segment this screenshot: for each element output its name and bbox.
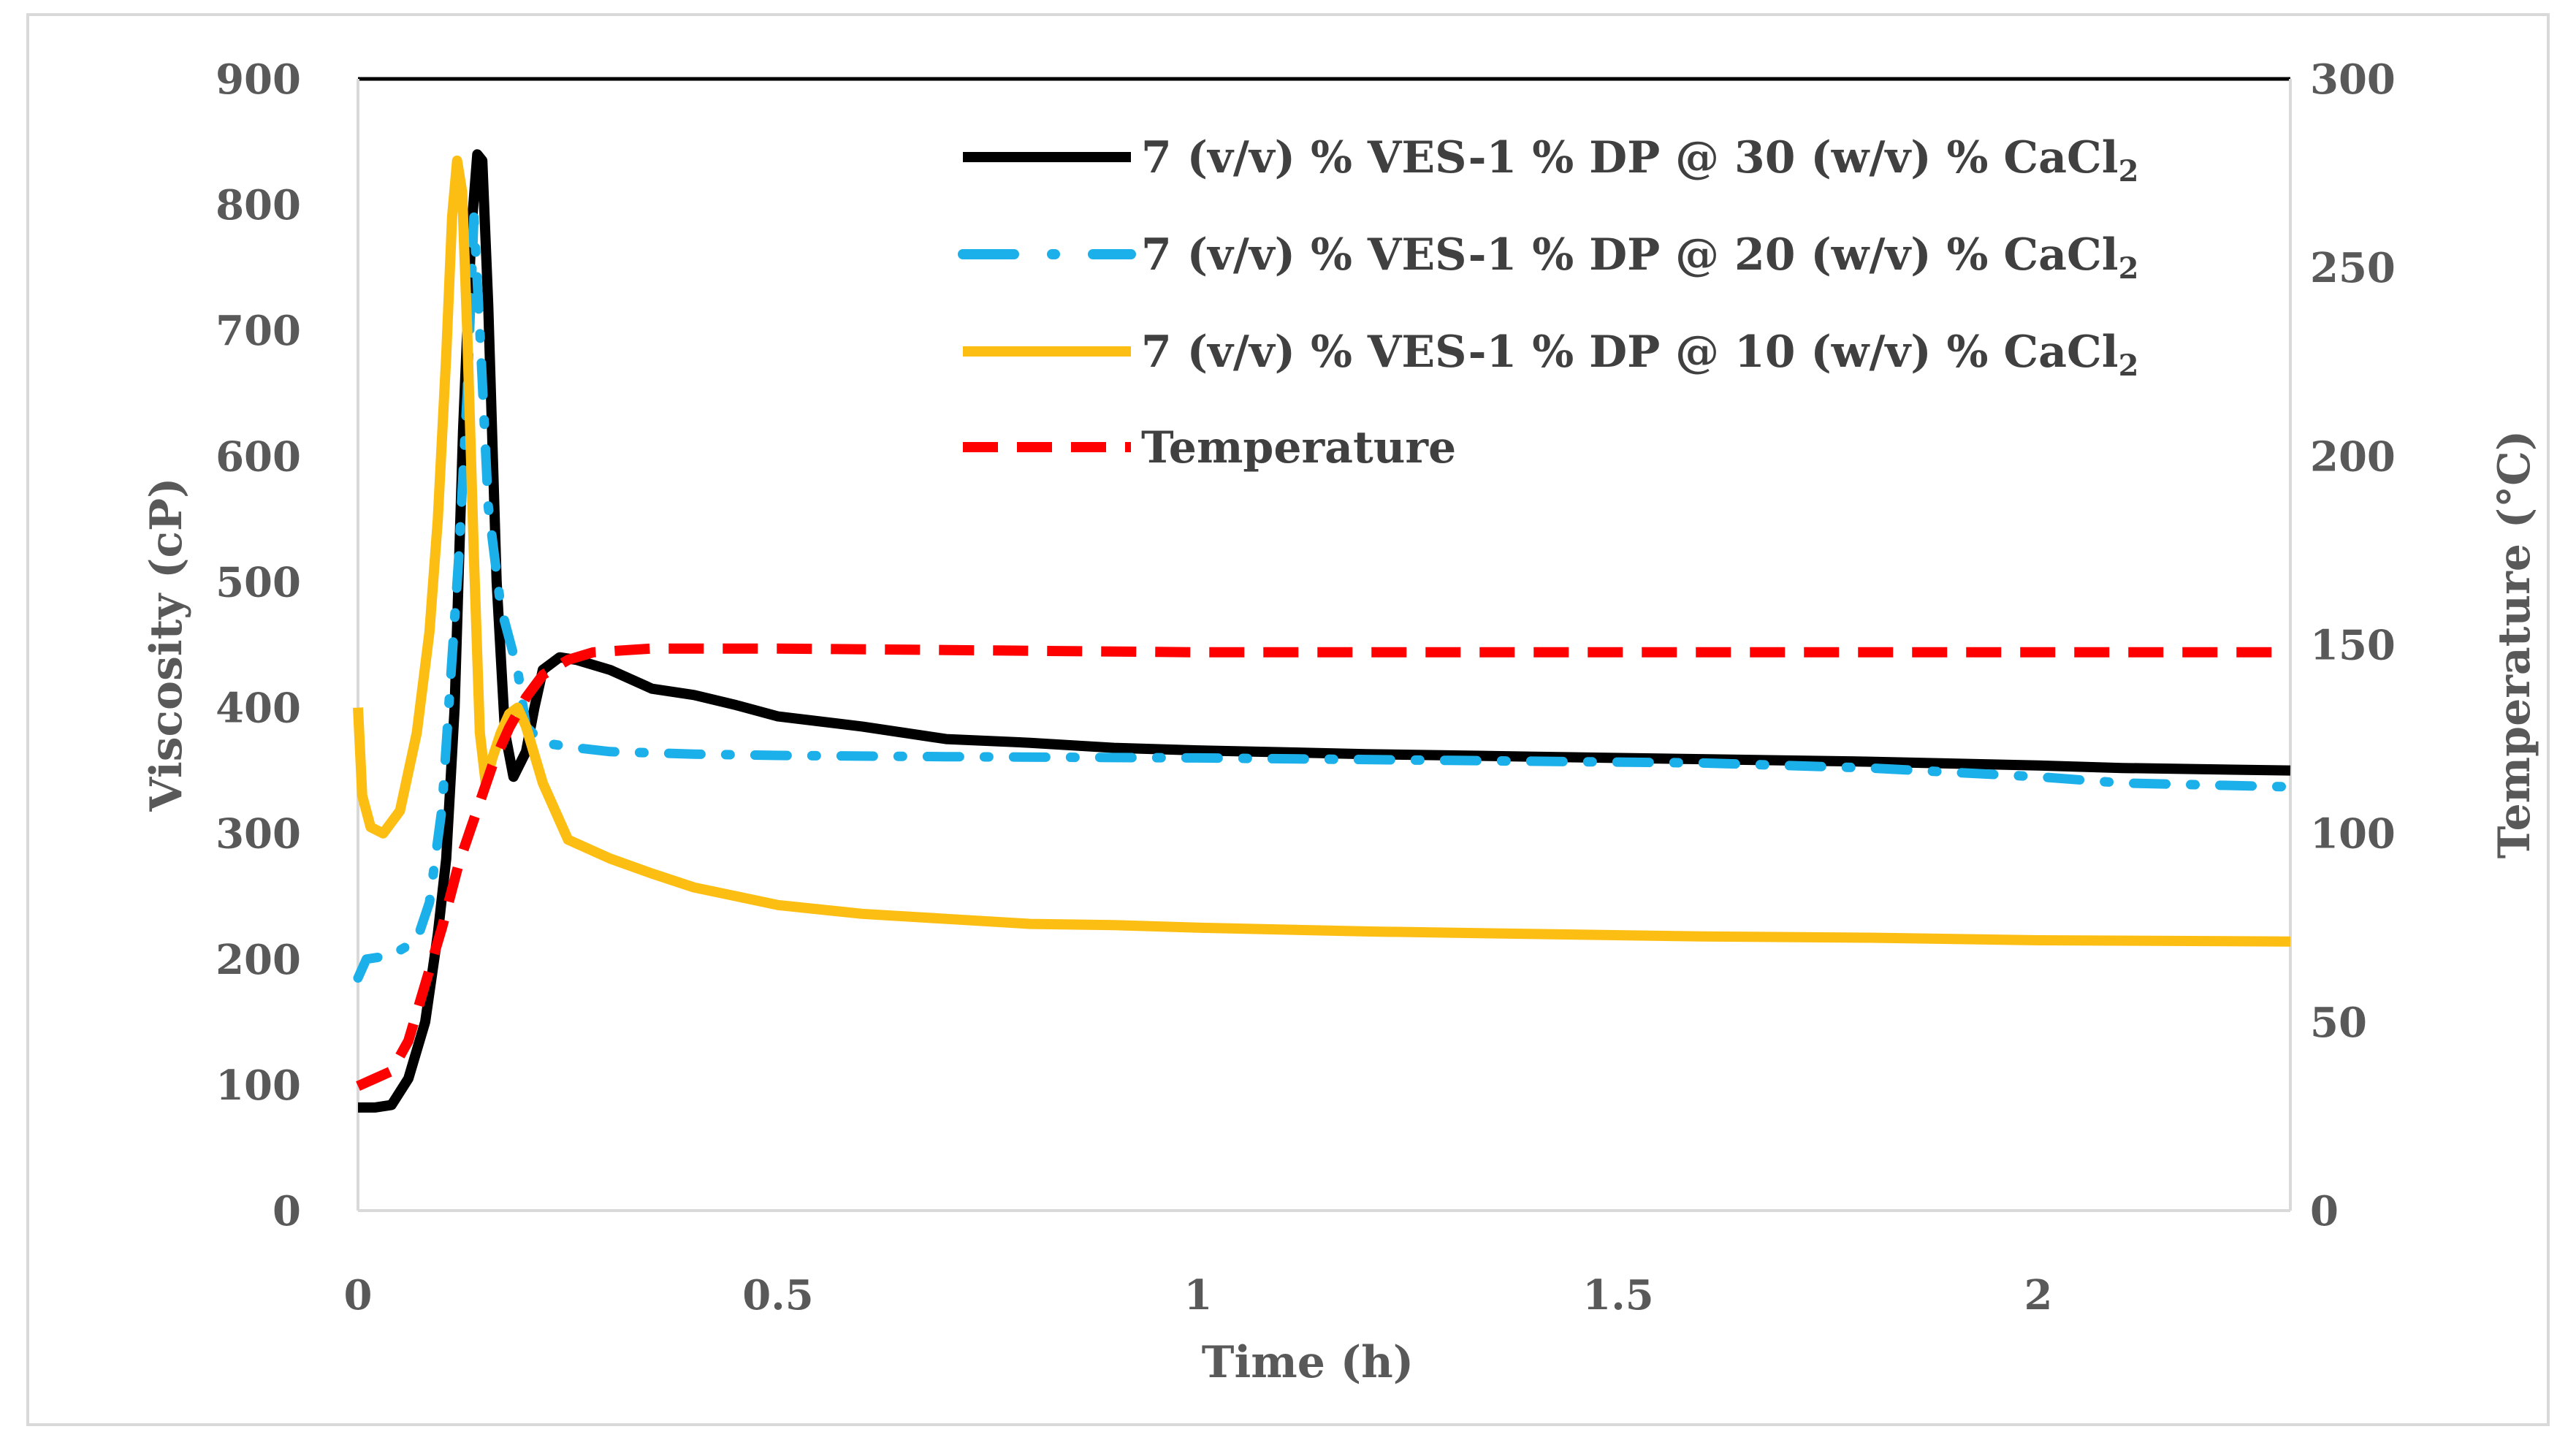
legend-label-text: Temperature <box>1141 422 1456 473</box>
series-line-3 <box>356 643 2290 1091</box>
y-tick-label: 300 <box>216 810 301 858</box>
y2-tick-label: 300 <box>2310 56 2396 104</box>
y2-axis-label: Temperature (°C) <box>2489 430 2540 859</box>
y-axis-label: Viscosity (cP) <box>141 477 192 812</box>
x-tick-label: 2 <box>2024 1271 2053 1319</box>
y2-tick-label: 150 <box>2310 622 2396 670</box>
legend-label-3: Temperature <box>1141 422 1456 473</box>
legend-label-subscript: 2 <box>2119 251 2139 286</box>
series-line-0 <box>358 149 2291 1113</box>
y-tick-label: 800 <box>216 181 301 229</box>
y2-tick-label: 250 <box>2310 244 2396 292</box>
series-line-1 <box>353 212 2295 983</box>
y2-tick-label: 50 <box>2310 999 2367 1047</box>
y-tick-label: 700 <box>216 307 301 355</box>
y-tick-label: 900 <box>216 56 301 104</box>
y-tick-label: 0 <box>273 1187 301 1235</box>
x-axis-label: Time (h) <box>1202 1337 1414 1388</box>
y-tick-label: 100 <box>216 1062 301 1110</box>
x-tick-labels: 0 0.5 1 1.5 2 <box>344 1271 2053 1319</box>
y-tick-label: 500 <box>216 558 301 606</box>
y-tick-label: 600 <box>216 433 301 481</box>
legend-label-text: 7 (v/v) % VES-1 % DP @ 10 (w/v) % CaCl <box>1141 327 2119 378</box>
legend: 7 (v/v) % VES-1 % DP @ 30 (w/v) % CaCl27… <box>958 132 2138 473</box>
legend-label-subscript: 2 <box>2119 348 2139 383</box>
x-tick-label: 0 <box>344 1271 373 1319</box>
legend-label-text: 7 (v/v) % VES-1 % DP @ 30 (w/v) % CaCl <box>1141 132 2119 183</box>
series-lines <box>353 149 2295 1113</box>
chart-frame <box>26 13 2550 1426</box>
y2-tick-label: 200 <box>2310 433 2396 481</box>
y-tick-labels: 0 100 200 300 400 500 600 700 800 900 <box>216 56 301 1235</box>
legend-label-0: 7 (v/v) % VES-1 % DP @ 30 (w/v) % CaCl2 <box>1141 132 2138 188</box>
y-tick-label: 400 <box>216 685 301 733</box>
y-tick-label: 200 <box>216 936 301 984</box>
series-line-2 <box>353 155 2291 947</box>
y2-tick-label: 0 <box>2310 1187 2339 1235</box>
x-tick-label: 1 <box>1184 1271 1213 1319</box>
legend-label-1: 7 (v/v) % VES-1 % DP @ 20 (w/v) % CaCl2 <box>1141 229 2138 286</box>
legend-label-2: 7 (v/v) % VES-1 % DP @ 10 (w/v) % CaCl2 <box>1141 327 2138 383</box>
legend-label-text: 7 (v/v) % VES-1 % DP @ 20 (w/v) % CaCl <box>1141 229 2119 281</box>
legend-label-subscript: 2 <box>2119 154 2139 188</box>
y2-tick-label: 100 <box>2310 810 2396 858</box>
x-tick-label: 1.5 <box>1582 1271 1653 1319</box>
x-tick-label: 0.5 <box>742 1271 813 1319</box>
y2-tick-labels: 0 50 100 150 200 250 300 <box>2310 56 2396 1235</box>
